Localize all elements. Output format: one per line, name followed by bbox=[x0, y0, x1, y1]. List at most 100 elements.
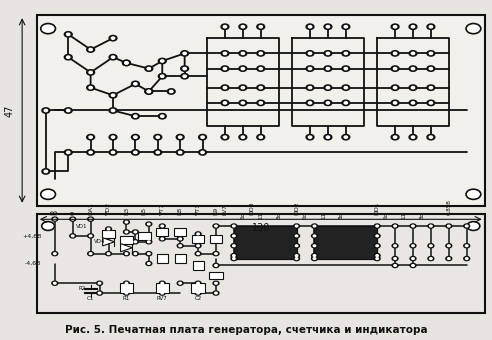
Circle shape bbox=[391, 24, 399, 30]
Circle shape bbox=[195, 252, 201, 256]
Circle shape bbox=[306, 51, 314, 56]
Bar bbox=[102, 230, 115, 238]
Circle shape bbox=[197, 292, 199, 294]
Circle shape bbox=[199, 150, 207, 155]
Circle shape bbox=[326, 67, 330, 70]
Circle shape bbox=[464, 244, 470, 248]
Circle shape bbox=[123, 230, 129, 234]
Circle shape bbox=[161, 225, 163, 227]
Circle shape bbox=[448, 225, 450, 227]
Circle shape bbox=[160, 115, 164, 117]
Circle shape bbox=[429, 26, 432, 28]
Circle shape bbox=[410, 264, 416, 268]
Text: DD2: DD2 bbox=[294, 201, 299, 215]
Circle shape bbox=[326, 86, 330, 89]
Circle shape bbox=[374, 254, 380, 258]
Circle shape bbox=[231, 234, 237, 238]
Circle shape bbox=[66, 56, 70, 58]
Circle shape bbox=[324, 24, 332, 30]
Circle shape bbox=[52, 281, 58, 285]
Circle shape bbox=[66, 151, 70, 154]
Circle shape bbox=[123, 291, 129, 295]
Circle shape bbox=[125, 292, 128, 294]
Bar bbox=[37, 15, 485, 206]
Circle shape bbox=[131, 81, 139, 87]
Circle shape bbox=[176, 134, 184, 140]
Circle shape bbox=[42, 169, 50, 174]
Circle shape bbox=[376, 255, 378, 256]
Circle shape bbox=[106, 252, 112, 256]
Circle shape bbox=[326, 136, 330, 138]
Circle shape bbox=[111, 37, 115, 39]
Circle shape bbox=[344, 52, 347, 54]
Circle shape bbox=[44, 109, 48, 112]
Circle shape bbox=[87, 47, 94, 52]
Circle shape bbox=[294, 224, 300, 228]
Text: RV7: RV7 bbox=[157, 295, 168, 301]
Bar bbox=[156, 228, 168, 236]
Circle shape bbox=[342, 100, 350, 106]
Circle shape bbox=[376, 225, 378, 227]
Circle shape bbox=[241, 86, 245, 89]
Circle shape bbox=[428, 244, 434, 248]
Bar bbox=[121, 236, 133, 244]
Circle shape bbox=[176, 150, 184, 155]
Text: DD1: DD1 bbox=[375, 202, 380, 215]
Circle shape bbox=[231, 256, 237, 261]
Circle shape bbox=[257, 134, 265, 140]
Text: -4,6В: -4,6В bbox=[25, 261, 41, 266]
Circle shape bbox=[233, 225, 235, 227]
Circle shape bbox=[466, 23, 481, 34]
Circle shape bbox=[295, 258, 298, 259]
Circle shape bbox=[54, 253, 56, 255]
Circle shape bbox=[446, 244, 452, 248]
Circle shape bbox=[465, 245, 468, 246]
Circle shape bbox=[134, 83, 137, 85]
Circle shape bbox=[429, 102, 432, 104]
Circle shape bbox=[326, 26, 330, 28]
Text: 6о: 6о bbox=[384, 212, 389, 219]
Circle shape bbox=[411, 102, 415, 104]
Circle shape bbox=[221, 66, 229, 71]
Circle shape bbox=[123, 252, 129, 256]
Circle shape bbox=[147, 90, 151, 92]
Circle shape bbox=[87, 150, 94, 155]
Circle shape bbox=[294, 244, 300, 248]
Circle shape bbox=[294, 256, 300, 261]
Circle shape bbox=[123, 281, 129, 285]
Circle shape bbox=[223, 26, 227, 28]
Circle shape bbox=[154, 134, 162, 140]
Circle shape bbox=[465, 258, 468, 259]
Circle shape bbox=[411, 26, 415, 28]
Circle shape bbox=[177, 244, 183, 248]
Circle shape bbox=[241, 52, 245, 54]
Circle shape bbox=[87, 134, 94, 140]
Circle shape bbox=[123, 60, 130, 66]
Circle shape bbox=[392, 224, 398, 228]
Circle shape bbox=[311, 254, 317, 258]
Text: DD3: DD3 bbox=[249, 201, 254, 215]
Circle shape bbox=[342, 66, 350, 71]
Text: VD1: VD1 bbox=[76, 223, 88, 228]
Circle shape bbox=[160, 75, 164, 78]
Circle shape bbox=[409, 66, 417, 71]
Circle shape bbox=[131, 114, 139, 119]
Circle shape bbox=[179, 136, 182, 138]
Circle shape bbox=[42, 222, 55, 231]
Text: 11: 11 bbox=[258, 212, 263, 219]
Circle shape bbox=[170, 90, 173, 92]
Circle shape bbox=[111, 151, 115, 154]
Circle shape bbox=[183, 52, 186, 54]
Circle shape bbox=[221, 51, 229, 56]
Circle shape bbox=[427, 66, 435, 71]
Circle shape bbox=[306, 134, 314, 140]
Circle shape bbox=[430, 258, 432, 259]
Circle shape bbox=[107, 253, 110, 255]
Circle shape bbox=[215, 265, 217, 266]
Circle shape bbox=[394, 225, 397, 227]
Text: VD4: VD4 bbox=[94, 239, 105, 244]
Circle shape bbox=[148, 262, 150, 265]
Circle shape bbox=[201, 151, 204, 154]
Circle shape bbox=[197, 233, 199, 235]
Circle shape bbox=[411, 136, 415, 138]
